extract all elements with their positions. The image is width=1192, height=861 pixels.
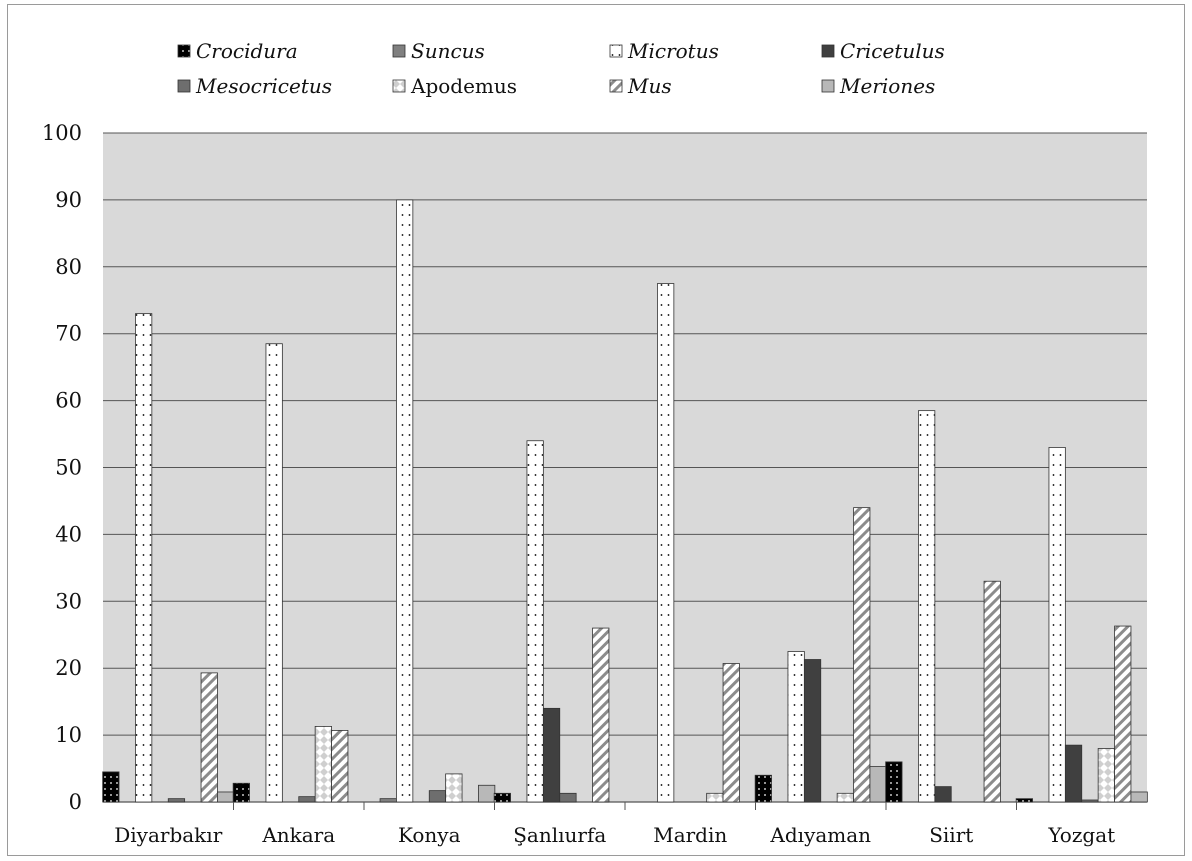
bar-mus-7 xyxy=(1114,625,1132,803)
bar-crocidura-0 xyxy=(102,771,120,803)
x-tick-label: Ankara xyxy=(261,823,335,847)
legend-swatch-mus xyxy=(609,79,623,93)
legend-label-suncus: Suncus xyxy=(411,39,485,63)
y-tick-label: 80 xyxy=(55,255,82,279)
legend-swatch-crocidura xyxy=(177,44,191,58)
x-tick-label: Konya xyxy=(398,823,461,847)
legend: Crocidura Suncus Microtus Cricetulus Mesocri… xyxy=(177,39,945,98)
legend-label-apodemus: Apodemus xyxy=(410,74,517,98)
bar-cricetulus-5 xyxy=(803,659,822,803)
bar-mesocricetus-3 xyxy=(559,792,577,803)
bar-mus-1 xyxy=(331,730,349,803)
legend-label-mesocricetus: Mesocricetus xyxy=(195,74,332,98)
bar-crocidura-5 xyxy=(754,774,772,803)
bar-mesocricetus-0 xyxy=(167,798,186,803)
y-tick-label: 60 xyxy=(55,389,82,413)
x-axis: Diyarbakır Ankara Konya Şanlıurfa Mardin Adıy… xyxy=(114,802,1115,847)
bar-meriones-2 xyxy=(478,784,496,803)
x-tick-label: Diyarbakır xyxy=(114,823,222,847)
x-tick-label: Yozgat xyxy=(1047,823,1115,847)
bar-crocidura-6 xyxy=(885,761,903,803)
legend-label-mus: Mus xyxy=(627,74,672,98)
bar-apodemus-1 xyxy=(314,726,332,803)
y-tick-label: 0 xyxy=(69,790,82,814)
y-tick-label: 70 xyxy=(55,322,82,346)
legend-swatch-mesocricetus xyxy=(177,79,191,93)
bar-crocidura-7 xyxy=(1015,798,1033,803)
bar-mus-3 xyxy=(592,627,610,803)
bar-cricetulus-3 xyxy=(542,707,561,803)
y-tick-label: 100 xyxy=(42,121,82,145)
bar-apodemus-4 xyxy=(706,792,724,803)
bar-microtus-0 xyxy=(135,313,153,803)
bar-microtus-3 xyxy=(526,440,544,803)
bar-microtus-6 xyxy=(918,410,936,803)
bar-mesocricetus-7 xyxy=(1081,799,1099,803)
y-tick-label: 10 xyxy=(55,723,82,747)
bar-crocidura-3 xyxy=(493,792,511,803)
bar-cricetulus-6 xyxy=(934,786,952,803)
bar-mesocricetus-1 xyxy=(298,796,316,803)
bars xyxy=(102,199,1148,803)
legend-swatch-apodemus xyxy=(392,79,406,93)
bar-meriones-5 xyxy=(869,766,887,803)
bar-cricetulus-7 xyxy=(1064,744,1083,803)
legend-swatch-microtus xyxy=(609,44,623,58)
legend-swatch-cricetulus xyxy=(821,44,835,58)
y-tick-label: 90 xyxy=(55,188,82,212)
bar-mus-6 xyxy=(983,580,1001,803)
bar-microtus-1 xyxy=(265,343,283,803)
y-axis: 0 10 20 30 40 50 60 70 80 90 100 xyxy=(42,121,82,814)
bar-apodemus-5 xyxy=(836,792,854,803)
bar-mus-0 xyxy=(200,672,218,803)
bar-mus-5 xyxy=(853,507,871,803)
y-tick-label: 50 xyxy=(55,456,82,480)
legend-swatch-suncus xyxy=(392,44,406,58)
x-tick-label: Mardin xyxy=(653,823,727,847)
legend-label-cricetulus: Cricetulus xyxy=(840,39,945,63)
legend-swatch-meriones xyxy=(821,79,835,93)
legend-label-microtus: Microtus xyxy=(627,39,719,63)
x-tick-label: Adıyaman xyxy=(769,823,871,847)
bar-mesocricetus-2 xyxy=(428,790,447,803)
x-tick-label: Siirt xyxy=(929,823,973,847)
bar-suncus-2 xyxy=(379,798,397,803)
bar-microtus-7 xyxy=(1048,447,1066,803)
legend-label-meriones: Meriones xyxy=(839,74,935,98)
bar-meriones-0 xyxy=(217,791,235,803)
y-tick-label: 20 xyxy=(55,656,82,680)
bar-apodemus-2 xyxy=(445,773,463,803)
bar-crocidura-1 xyxy=(232,782,250,803)
y-tick-label: 40 xyxy=(55,522,82,546)
bar-mus-4 xyxy=(722,663,740,803)
y-tick-label: 30 xyxy=(55,589,82,613)
bar-microtus-4 xyxy=(657,283,675,803)
x-tick-label: Şanlıurfa xyxy=(513,823,606,847)
bar-apodemus-7 xyxy=(1097,748,1115,803)
bar-meriones-7 xyxy=(1130,791,1148,803)
bar-microtus-2 xyxy=(396,199,414,803)
bar-microtus-5 xyxy=(787,651,805,803)
legend-label-crocidura: Crocidura xyxy=(196,39,298,63)
